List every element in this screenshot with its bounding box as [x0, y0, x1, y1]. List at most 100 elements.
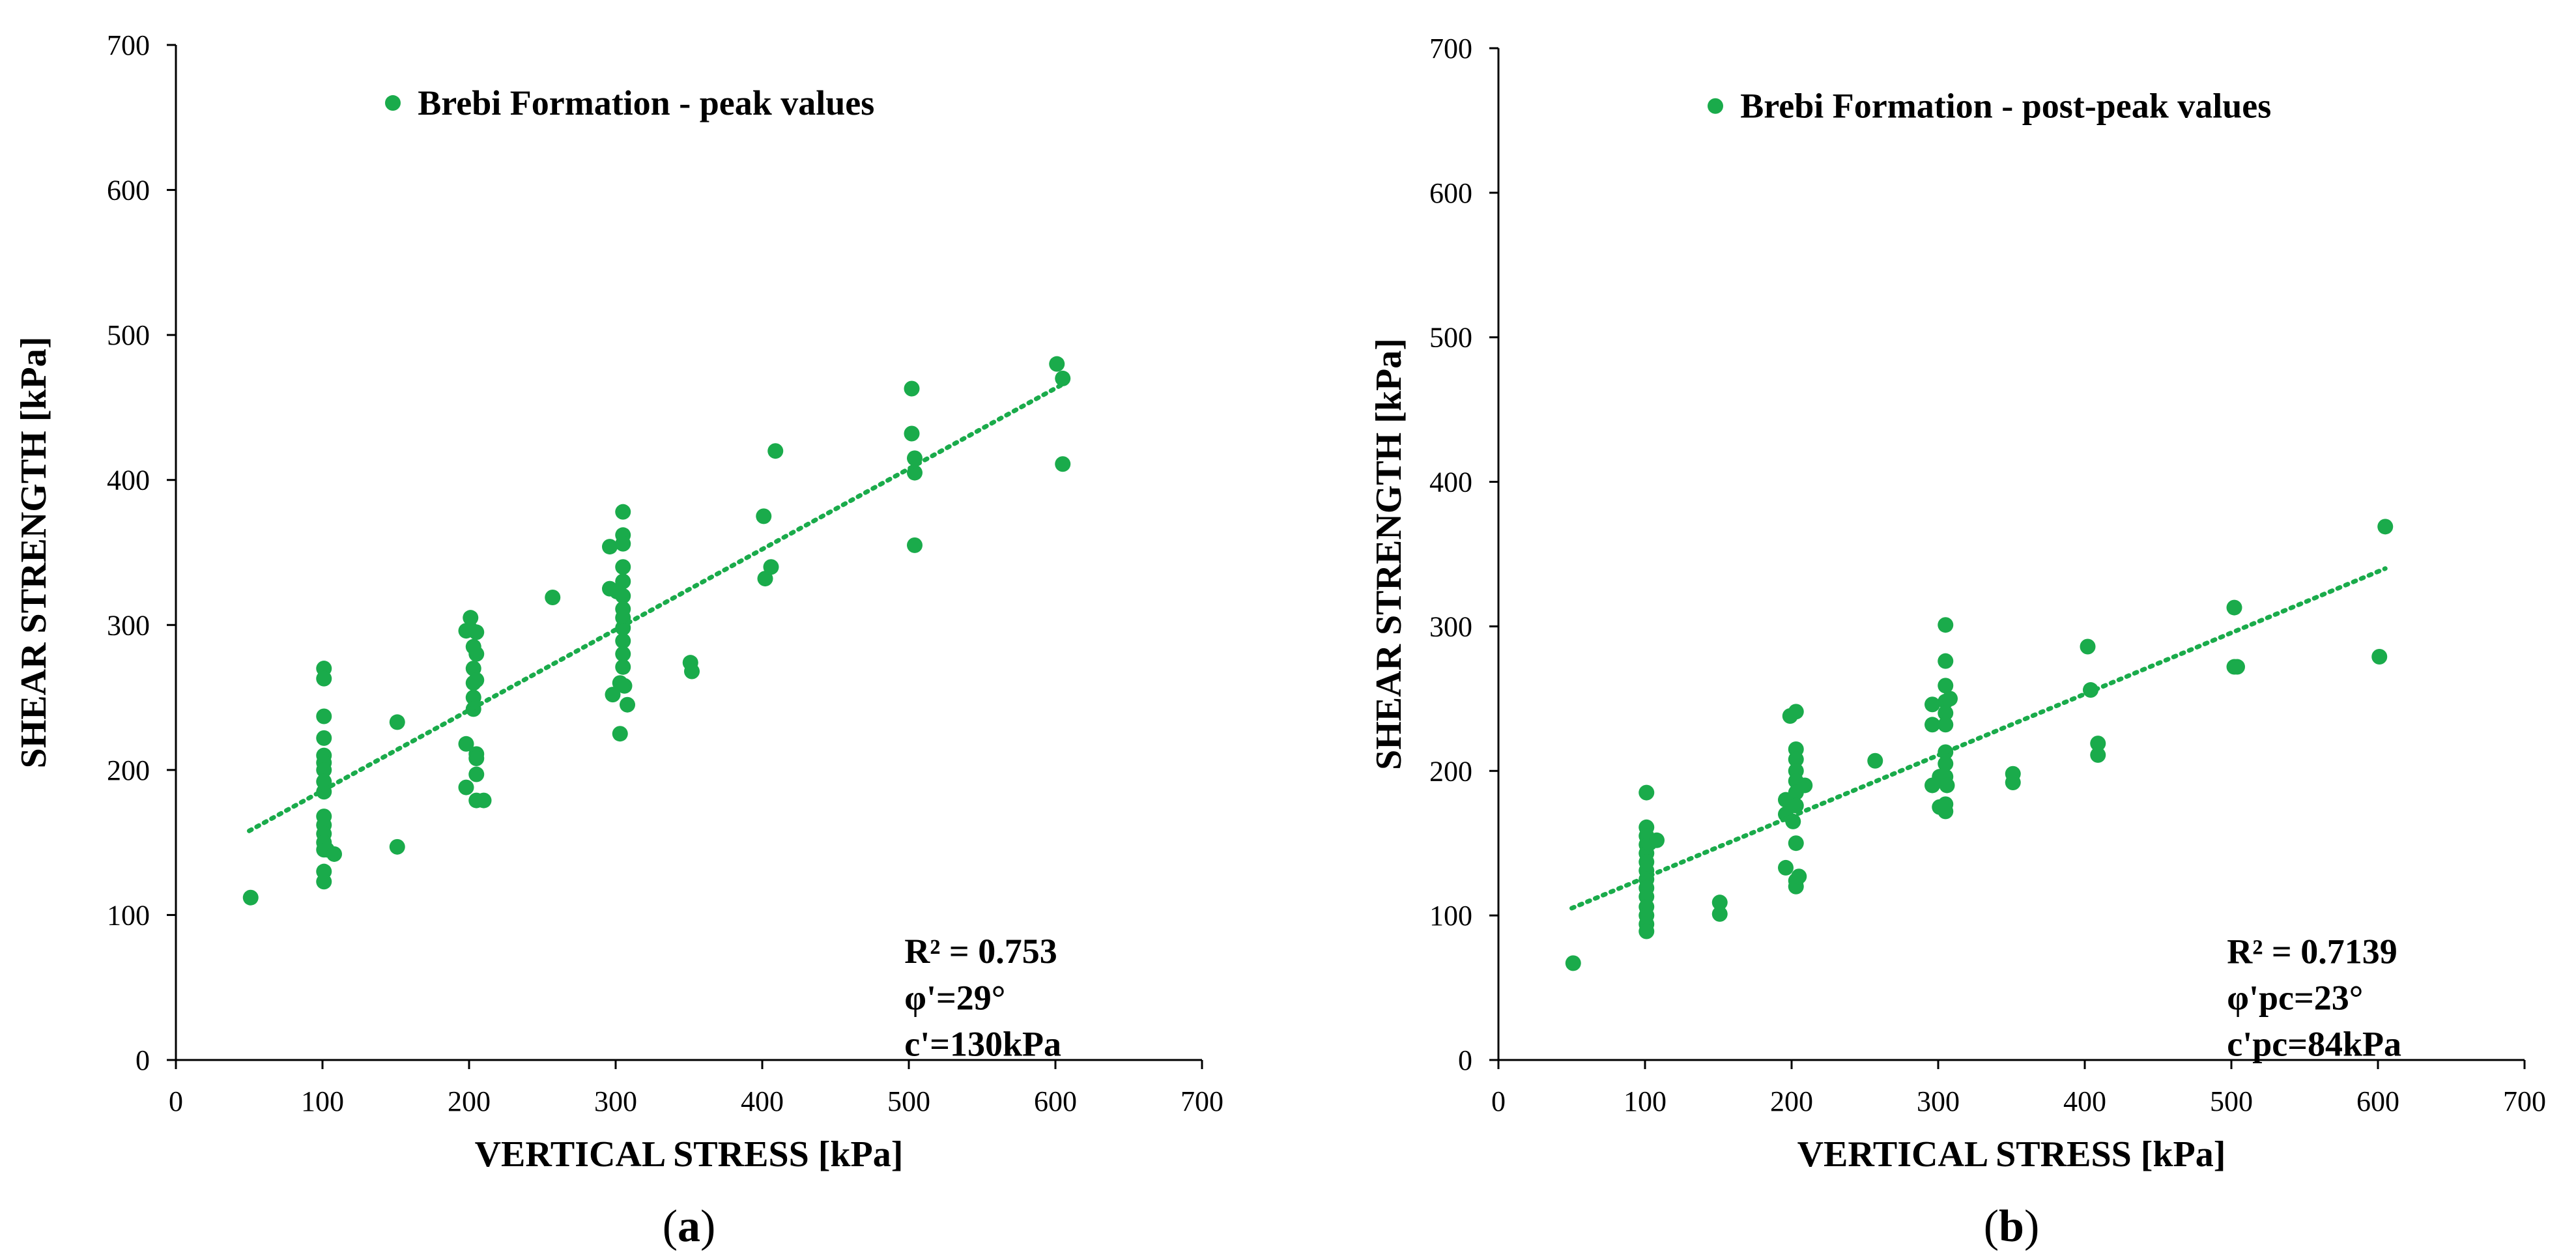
data-point	[1639, 923, 1655, 939]
data-point	[1055, 370, 1071, 386]
data-point	[2377, 519, 2394, 535]
data-point	[1938, 803, 1954, 820]
data-point	[316, 708, 332, 724]
y-tick-labels: 0 100 200 300 400 500 600 700	[1429, 33, 1472, 1076]
axes	[167, 44, 1203, 1069]
data-point	[389, 714, 405, 730]
data-point	[1788, 797, 1804, 814]
panel-label: (a)	[663, 1201, 716, 1252]
legend-marker	[1708, 98, 1723, 114]
data-point	[1778, 859, 1794, 876]
y-tick-label: 0	[136, 1044, 150, 1076]
trendline	[247, 382, 1065, 833]
data-point	[316, 762, 332, 778]
data-point	[615, 659, 631, 675]
legend-marker	[385, 95, 401, 111]
x-tick-labels: 0 100 200 300 400 500 600 700	[1491, 1085, 2546, 1117]
data-point	[1055, 456, 1071, 472]
y-tick-label: 700	[1429, 33, 1472, 64]
y-axis-title: SHEAR STRENGTH [kPa]	[1369, 338, 1409, 770]
data-point	[468, 766, 485, 782]
x-tick-label: 600	[2356, 1085, 2399, 1117]
data-point	[1649, 832, 1665, 848]
data-point	[1049, 356, 1065, 372]
data-point	[904, 425, 920, 442]
data-points	[1565, 519, 2394, 971]
data-point	[1565, 955, 1581, 971]
x-tick-label: 200	[1770, 1085, 1813, 1117]
legend-label: Brebi Formation - post-peak values	[1740, 87, 2271, 126]
data-point	[1797, 777, 1813, 794]
x-tick-label: 0	[1491, 1085, 1506, 1117]
data-point	[1867, 752, 1883, 769]
data-point	[763, 559, 779, 575]
y-tick-label: 400	[1429, 466, 1472, 498]
data-points	[242, 356, 1071, 906]
data-point	[2371, 649, 2388, 665]
data-point	[605, 687, 621, 703]
panel-label: (b)	[1984, 1201, 2040, 1252]
axes	[1489, 47, 2526, 1069]
x-tick-label: 100	[1624, 1085, 1667, 1117]
y-tick-label: 400	[107, 465, 150, 496]
y-tick-label: 200	[107, 754, 150, 786]
data-point	[615, 559, 631, 575]
y-tick-label: 500	[1429, 322, 1472, 354]
data-point	[468, 672, 485, 688]
data-point	[1788, 704, 1804, 720]
data-point	[463, 610, 479, 626]
data-point	[620, 696, 635, 713]
data-point	[476, 792, 492, 809]
annotation-r-squared: R² = 0.753	[904, 932, 1057, 971]
data-point	[458, 779, 474, 795]
data-point	[1791, 868, 1807, 885]
data-point	[757, 571, 773, 587]
data-point	[1925, 717, 1940, 733]
data-point	[2080, 638, 2096, 655]
x-tick-label: 300	[594, 1085, 637, 1117]
x-tick-label: 100	[301, 1085, 344, 1117]
panel-letter: a	[678, 1201, 700, 1252]
trendline	[1569, 566, 2388, 911]
panel-letter: b	[1999, 1201, 2024, 1252]
data-point	[1938, 756, 1954, 772]
data-point	[316, 874, 332, 890]
data-point	[316, 730, 332, 746]
data-point	[316, 670, 332, 687]
data-point	[767, 443, 784, 459]
data-point	[1711, 906, 1728, 922]
data-point	[2005, 775, 2021, 791]
x-tick-label: 0	[169, 1085, 183, 1117]
data-point	[545, 589, 561, 605]
data-point	[2090, 736, 2106, 752]
x-tick-label: 200	[448, 1085, 491, 1117]
x-axis-title: VERTICAL STRESS [kPa]	[1797, 1134, 2226, 1175]
data-point	[1711, 895, 1728, 911]
y-tick-label: 0	[1458, 1044, 1472, 1076]
x-tick-label: 400	[741, 1085, 784, 1117]
y-tick-label: 100	[1429, 900, 1472, 932]
data-point	[907, 537, 923, 553]
x-tick-label: 400	[2063, 1085, 2106, 1117]
y-tick-label: 600	[1429, 177, 1472, 209]
chart-panel-b: 0 100 200 300 400 500 600 700 0 100 200 300 400 500 6…	[1369, 33, 2546, 1252]
data-point	[458, 736, 474, 752]
x-tick-labels: 0 100 200 300 400 500 600 700	[169, 1085, 1224, 1117]
data-point	[615, 588, 631, 604]
data-point	[2226, 599, 2242, 616]
data-point	[602, 539, 618, 555]
x-tick-label: 300	[1917, 1085, 1960, 1117]
y-tick-label: 600	[107, 175, 150, 207]
data-point	[468, 624, 485, 640]
data-point	[465, 689, 481, 706]
y-tick-label: 500	[107, 319, 150, 351]
data-point	[1639, 784, 1655, 801]
y-axis-title: SHEAR STRENGTH [kPa]	[14, 337, 54, 769]
data-point	[326, 846, 342, 862]
data-point	[612, 726, 628, 742]
data-point	[904, 380, 920, 397]
data-point	[468, 646, 485, 662]
data-point	[684, 663, 700, 680]
x-tick-label: 700	[1181, 1085, 1224, 1117]
